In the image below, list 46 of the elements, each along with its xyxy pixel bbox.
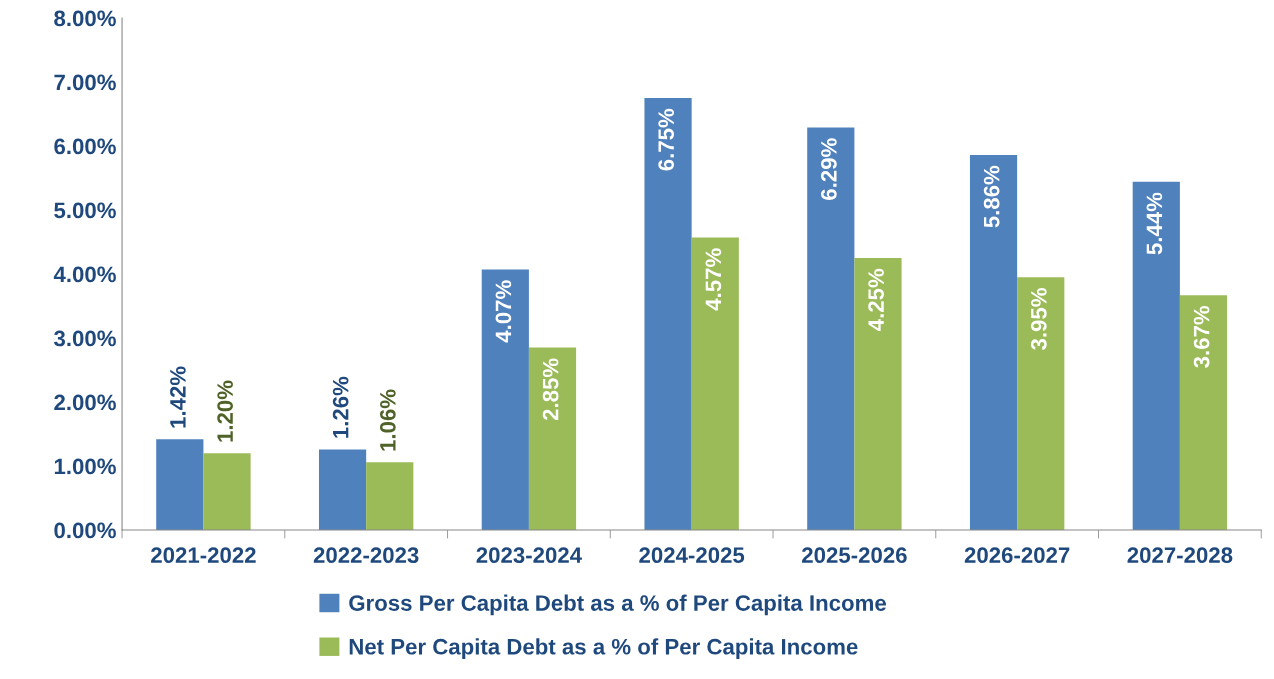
bar bbox=[481, 269, 529, 531]
data-label: 1.20% bbox=[217, 380, 233, 442]
bar bbox=[969, 154, 1018, 531]
x-tick-label: 2022-2023 bbox=[313, 547, 419, 564]
data-label: 3.67% bbox=[1193, 305, 1210, 368]
data-label: 4.57% bbox=[705, 248, 722, 311]
x-tick-label: 2021-2022 bbox=[151, 547, 256, 564]
data-label: 1.26% bbox=[332, 376, 349, 438]
data-label: 2.85% bbox=[542, 358, 559, 421]
x-tick-label: 2027-2028 bbox=[1127, 547, 1233, 564]
y-tick-label: 2.00% bbox=[54, 394, 116, 411]
y-tick-label: 3.00% bbox=[54, 330, 116, 347]
bar bbox=[366, 462, 414, 531]
legend-label: Gross Per Capita Debt as a % of Per Capita Income bbox=[349, 594, 886, 616]
bar bbox=[644, 98, 692, 531]
bar bbox=[1179, 295, 1228, 531]
data-label: 1.42% bbox=[170, 366, 186, 428]
data-label: 1.06% bbox=[379, 389, 396, 451]
y-tick-label: 7.00% bbox=[54, 74, 116, 91]
data-label: 4.25% bbox=[868, 268, 884, 331]
x-tick-label: 2026-2027 bbox=[964, 547, 1070, 564]
bar bbox=[691, 237, 739, 531]
legend-label: Net Per Capita Debt as a % of Per Capita Income bbox=[349, 638, 858, 659]
bar bbox=[203, 453, 251, 531]
y-tick-label: 5.00% bbox=[54, 202, 116, 219]
data-label: 6.75% bbox=[658, 108, 675, 171]
y-tick-label: 1.00% bbox=[54, 458, 116, 475]
y-tick-label: 4.00% bbox=[53, 266, 116, 283]
x-tick-label: 2024-2025 bbox=[639, 547, 745, 564]
x-tick-label: 2025-2026 bbox=[802, 547, 907, 564]
data-label: 6.29% bbox=[821, 138, 837, 200]
bar bbox=[854, 258, 902, 531]
bar bbox=[1017, 277, 1065, 531]
data-label: 5.86% bbox=[983, 165, 1000, 228]
bar bbox=[528, 347, 577, 531]
bar bbox=[318, 449, 367, 531]
bar bbox=[156, 439, 204, 531]
y-tick-label: 6.00% bbox=[54, 138, 116, 155]
bar bbox=[1132, 181, 1180, 531]
y-tick-label: 0.00% bbox=[54, 522, 116, 539]
bar bbox=[807, 127, 855, 531]
data-label: 4.07% bbox=[495, 280, 512, 343]
data-label: 3.95% bbox=[1030, 288, 1047, 350]
data-label: 5.44% bbox=[1146, 192, 1163, 255]
x-tick-label: 2023-2024 bbox=[476, 547, 582, 564]
y-tick-label: 8.00% bbox=[54, 10, 116, 27]
